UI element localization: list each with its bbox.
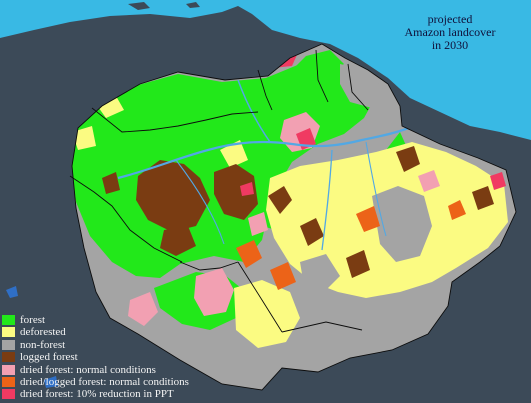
legend-swatch — [2, 352, 15, 363]
legend-label: dried forest: normal conditions — [20, 363, 156, 376]
logged-forest-area — [346, 250, 370, 278]
deforested-area — [220, 140, 248, 168]
river — [237, 79, 271, 143]
logged-forest-area — [136, 160, 210, 232]
dried-forest-area — [194, 268, 234, 316]
island — [186, 2, 200, 8]
dried-logged-forest-area — [270, 262, 296, 290]
legend-swatch — [2, 364, 15, 375]
legend-item-dried-logged-forest: dried/logged forest: normal conditions — [2, 376, 189, 388]
dried-forest-area — [248, 212, 268, 236]
legend-label: logged forest — [20, 351, 78, 364]
amazon-river — [117, 124, 415, 180]
legend-label: forest — [20, 314, 46, 326]
legend-item-dried-forest: dried forest: normal conditions — [2, 364, 189, 376]
logged-forest-area — [160, 226, 196, 256]
legend-item-non-forest: non-forest — [2, 339, 189, 351]
forest-area — [72, 56, 376, 278]
deforested-area — [72, 126, 96, 150]
lake — [44, 376, 58, 388]
forest-area — [288, 50, 344, 80]
logged-forest-area — [396, 146, 420, 172]
dried-logged-forest-area — [356, 206, 380, 232]
dried-forest-ppt-area — [490, 172, 506, 190]
river — [175, 159, 225, 245]
legend-item-deforested: deforested — [2, 326, 189, 338]
logged-forest-area — [268, 186, 292, 214]
dried-logged-forest-area — [448, 200, 466, 220]
dried-forest-ppt-area — [240, 182, 254, 196]
logged-forest-area — [102, 172, 120, 194]
river — [321, 149, 333, 251]
map-title: projected Amazon landcover in 2030 — [392, 13, 508, 52]
legend-label: dried forest: 10% reduction in PPT — [20, 388, 174, 401]
lake — [6, 286, 18, 298]
map-legend: forest deforested non-forest logged fore… — [2, 314, 189, 401]
legend-item-forest: forest — [2, 314, 189, 326]
deforested-area — [234, 280, 300, 348]
legend-swatch — [2, 376, 15, 387]
map-title-line1: projected — [427, 12, 473, 26]
non-forest-area — [300, 254, 340, 294]
dried-logged-forest-area — [236, 240, 262, 268]
national-borders — [69, 43, 517, 391]
legend-swatch — [2, 389, 15, 400]
island — [128, 2, 150, 10]
legend-item-logged-forest: logged forest — [2, 351, 189, 363]
legend-item-dried-forest-ppt: dried forest: 10% reduction in PPT — [2, 388, 189, 400]
river — [365, 141, 387, 237]
legend-label: dried/logged forest: normal conditions — [20, 375, 189, 388]
legend-label: non-forest — [20, 338, 66, 351]
legend-swatch — [2, 327, 15, 338]
legend-label: deforested — [20, 326, 66, 339]
logged-forest-area — [472, 186, 494, 210]
non-forest-area — [340, 64, 384, 108]
logged-forest-area — [300, 218, 324, 246]
map-title-line3: in 2030 — [431, 38, 469, 52]
legend-swatch — [2, 339, 15, 350]
dried-forest-area — [128, 292, 158, 326]
legend-swatch — [2, 315, 15, 325]
non-forest-area — [372, 186, 432, 262]
logged-forest-area — [214, 164, 258, 220]
map-title-line2: Amazon landcover — [404, 25, 496, 39]
dried-forest-area — [418, 170, 440, 192]
